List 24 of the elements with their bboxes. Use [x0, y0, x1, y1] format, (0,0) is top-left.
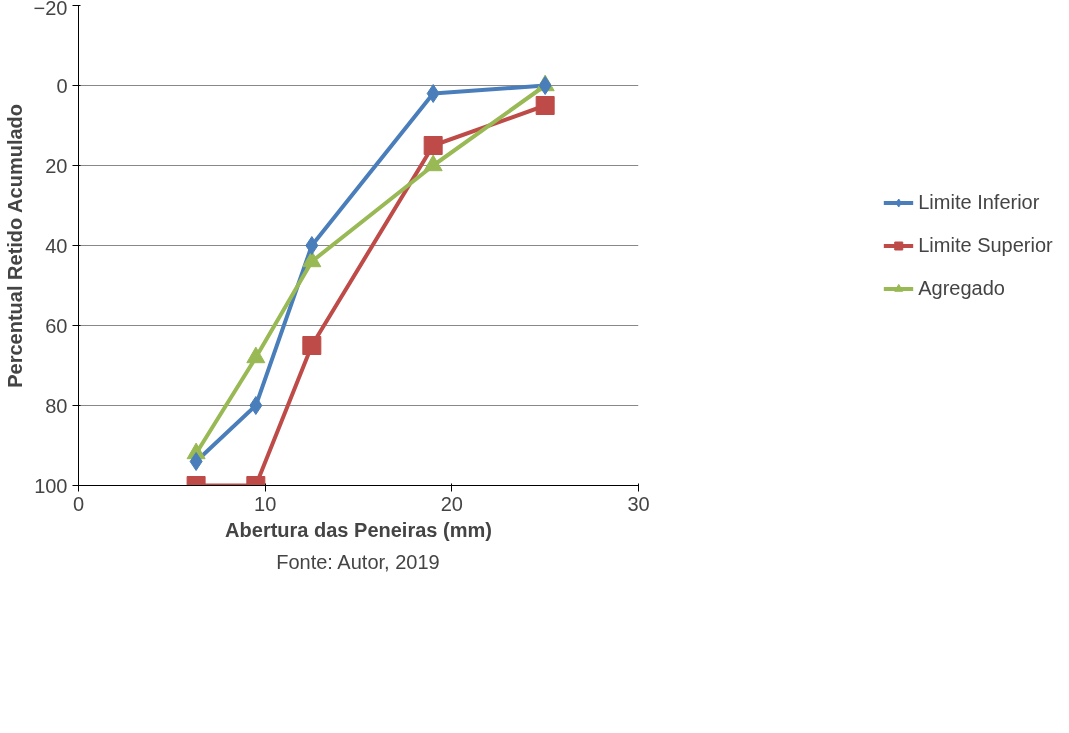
point — [423, 154, 443, 172]
x-tick-label: 30 — [627, 492, 650, 515]
x-tick-label: 10 — [254, 492, 277, 515]
y-axis-title: Percentual Retido Acumulado — [3, 104, 26, 388]
y-tick-label: 100 — [34, 474, 68, 497]
y-tick-label: 80 — [45, 394, 68, 417]
legend-label: Limite Inferior — [918, 190, 1040, 214]
legend-label: Agregado — [918, 276, 1005, 300]
x-tick-label: 20 — [440, 492, 463, 515]
source-note: Fonte: Autor, 2019 — [276, 550, 440, 573]
x-tick-label: 0 — [72, 492, 85, 515]
point — [423, 136, 443, 155]
y-tick-label: 40 — [45, 234, 68, 257]
x-axis-title: Abertura das Peneiras (mm) — [225, 518, 492, 541]
point — [305, 236, 319, 255]
y-tick-label: 0 — [56, 74, 68, 97]
y-tick-label: 20 — [45, 154, 68, 177]
point — [246, 346, 266, 364]
point — [302, 250, 322, 268]
point — [426, 84, 440, 103]
y-tick-label: −20 — [33, 0, 68, 19]
point — [535, 96, 555, 115]
y-tick-label: 60 — [45, 314, 68, 337]
legend-label: Limite Superior — [918, 233, 1053, 257]
